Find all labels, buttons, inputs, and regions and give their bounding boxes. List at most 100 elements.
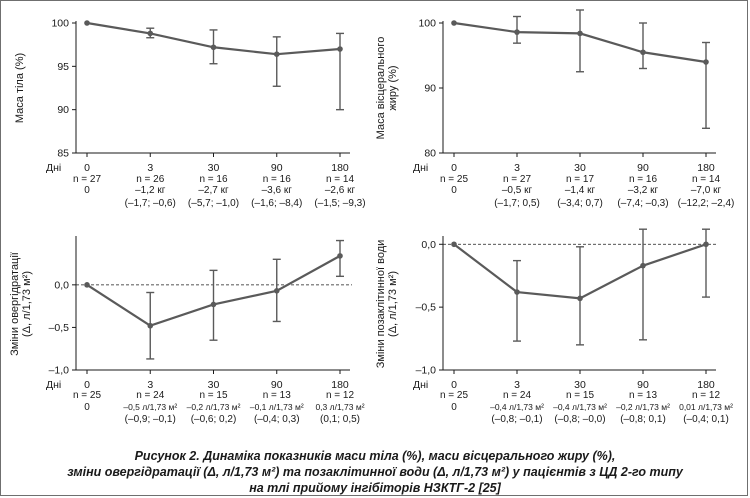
ci-label: (–0,9; –0,1) [125, 414, 176, 425]
data-point [273, 51, 280, 57]
sample-size-label: n = 14 [326, 174, 355, 185]
sample-size-label: n = 16 [629, 174, 658, 185]
ci-label: (–1,5; –9,3) [314, 198, 365, 209]
y-tick-label: 90 [424, 83, 436, 95]
y-axis-label-line: Маса тіла (%) [14, 53, 26, 123]
data-point [337, 46, 343, 52]
data-point [210, 301, 217, 308]
data-point [577, 295, 583, 302]
ci-label: (–7,4; –0,3) [617, 198, 668, 209]
y-axis-label-line: (Δ, л/1,73 м²) [387, 271, 399, 337]
x-tick-label: 30 [208, 162, 220, 174]
data-point [337, 253, 343, 259]
x-tick-label: 90 [271, 162, 283, 174]
data-point [147, 30, 154, 37]
change-label: 0 [84, 402, 90, 413]
caption-line-2: зміни овергідратації (Δ, л/1,73 м²) та п… [67, 465, 683, 479]
sample-size-label: n = 16 [199, 174, 228, 185]
ci-label: (–0,8; –0,1) [491, 414, 542, 425]
change-label: 0 [451, 185, 457, 196]
y-tick-label: 85 [57, 148, 69, 160]
x-tick-label: 30 [574, 379, 586, 391]
data-point [451, 20, 457, 26]
data-point [703, 241, 709, 248]
y-axis-label-line: Зміни позаклітинної води [375, 240, 387, 369]
data-point [84, 282, 90, 288]
data-point [640, 49, 646, 56]
change-label: 0,3 л/1,73 м² [315, 402, 364, 412]
x-header-label: Дні [413, 379, 428, 391]
data-point [577, 30, 583, 37]
y-tick-label: 100 [418, 18, 436, 30]
x-tick-label: 90 [637, 379, 649, 391]
ci-label: (–5,7; –1,0) [188, 198, 239, 209]
change-label: –0,1 л/1,73 м² [250, 402, 304, 412]
y-axis-label-line: (Δ, л/1,73 м²) [21, 271, 33, 337]
sample-size-label: n = 24 [136, 390, 165, 401]
ci-label: (–0,4; 0,1) [683, 414, 729, 425]
y-tick-label: 100 [51, 18, 69, 30]
x-tick-label: 3 [514, 162, 520, 174]
ci-label: (–12,2; –2,4) [678, 198, 735, 209]
x-tick-label: 180 [697, 379, 715, 391]
y-axis-label-line: жиру (%) [387, 65, 399, 110]
sample-size-label: n = 25 [440, 390, 469, 401]
ci-label: (–1,7; 0,5) [494, 198, 540, 209]
data-point [210, 44, 217, 51]
y-tick-label: –0,5 [49, 322, 70, 334]
change-label: –0,5 л/1,73 м² [123, 402, 177, 412]
caption-line-1: Рисунок 2. Динаміка показників маси тіла… [134, 449, 616, 463]
change-label: –0,2 л/1,73 м² [616, 402, 670, 412]
sample-size-label: n = 17 [566, 174, 595, 185]
ci-label: (–3,4; 0,7) [557, 198, 603, 209]
ci-label: (–0,8; 0,1) [620, 414, 666, 425]
x-tick-label: 30 [208, 379, 220, 391]
change-label: 0 [451, 402, 457, 413]
x-tick-label: 0 [84, 379, 90, 391]
sample-size-label: n = 13 [263, 390, 292, 401]
sample-size-label: n = 12 [692, 390, 721, 401]
change-label: –7,0 кг [691, 185, 722, 196]
x-tick-label: 3 [147, 379, 153, 391]
ci-label: (0,1; 0,5) [320, 414, 360, 425]
y-axis-label-line: Маса вісцерального [375, 37, 387, 140]
x-tick-label: 180 [331, 379, 349, 391]
sample-size-label: n = 27 [503, 174, 532, 185]
change-label: 0 [84, 185, 90, 196]
y-tick-label: 0,0 [421, 239, 436, 251]
x-tick-label: 90 [637, 162, 649, 174]
x-header-label: Дні [413, 162, 428, 174]
sample-size-label: n = 25 [440, 174, 469, 185]
change-label: –1,2 кг [135, 185, 166, 196]
data-point [147, 322, 154, 329]
x-header-label: Дні [46, 162, 61, 174]
data-point [84, 20, 90, 26]
ci-label: (–1,7; –0,6) [125, 198, 176, 209]
x-tick-label: 3 [514, 379, 520, 391]
x-tick-label: 180 [331, 162, 349, 174]
sample-size-label: n = 24 [503, 390, 532, 401]
sample-size-label: n = 25 [73, 390, 102, 401]
y-tick-label: 80 [424, 148, 436, 160]
data-point [514, 29, 520, 35]
data-point [514, 289, 520, 295]
change-label: –2,7 кг [198, 185, 229, 196]
y-tick-label: –1,0 [49, 365, 70, 377]
change-label: –3,2 кг [628, 185, 659, 196]
sample-size-label: n = 12 [326, 390, 355, 401]
x-header-label: Дні [46, 379, 61, 391]
change-label: –1,4 кг [565, 185, 596, 196]
ci-label: (–0,4; 0,3) [254, 414, 300, 425]
y-tick-label: 90 [57, 104, 69, 116]
sample-size-label: n = 15 [566, 390, 595, 401]
change-label: –3,6 кг [262, 185, 293, 196]
chart-panel-top-left: 100 95 90 85 Маса тіла (%) Дні 0n = 270 3n = 26… [14, 18, 366, 210]
y-axis-label: Зміни овергідратації(Δ, л/1,73 м²) [9, 252, 33, 356]
change-label: –0,5 кг [502, 185, 533, 196]
chart-panel-bottom-left: 0,0 –0,5 –1,0 Зміни овергідратації(Δ, л/1,7… [9, 236, 365, 425]
change-label: –0,2 л/1,73 м² [187, 402, 241, 412]
chart-panel-bottom-right: 0,0 –0,5 –1,0 Зміни позаклітинної води(Δ, л… [375, 228, 733, 425]
x-tick-label: 3 [147, 162, 153, 174]
